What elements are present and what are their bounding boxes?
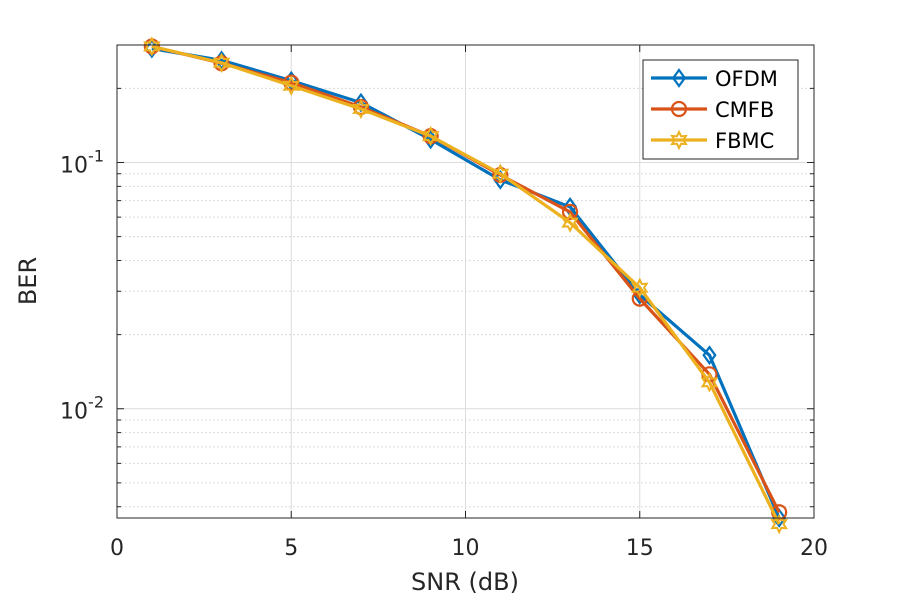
x-tick-label: 5 bbox=[284, 536, 298, 561]
x-tick-label: 15 bbox=[626, 536, 654, 561]
legend-marker-fbmc bbox=[670, 129, 688, 151]
legend-marker-ofdm bbox=[671, 68, 687, 88]
series-line-ofdm bbox=[151, 47, 781, 519]
axis-ticks bbox=[116, 45, 815, 518]
legend-item-cmfb: CMFB bbox=[651, 98, 774, 122]
y-axis-label: BER bbox=[14, 257, 42, 305]
legend-marker-cmfb bbox=[670, 100, 688, 118]
data-point-fbmc bbox=[700, 372, 719, 393]
legend-label-ofdm: OFDM bbox=[715, 67, 778, 91]
y-tick-label: 10-2 bbox=[60, 393, 104, 425]
legend-item-ofdm: OFDM bbox=[651, 67, 778, 91]
data-point-fbmc bbox=[561, 212, 579, 233]
series-fbmc bbox=[142, 36, 789, 535]
x-tick-labels: 0 5 10 15 20 bbox=[110, 536, 828, 561]
data-point-fbmc bbox=[770, 513, 789, 535]
legend-label-fbmc: FBMC bbox=[715, 129, 774, 153]
x-axis-label: SNR (dB) bbox=[411, 568, 519, 596]
legend-label-cmfb: CMFB bbox=[715, 98, 774, 122]
data-point-fbmc bbox=[421, 125, 440, 147]
series-line-fbmc bbox=[151, 44, 781, 525]
legend: OFDM CMFB FBMC bbox=[642, 59, 799, 160]
grid-lines bbox=[116, 45, 815, 518]
x-tick-label: 20 bbox=[800, 536, 828, 561]
x-tick-label: 10 bbox=[452, 536, 480, 561]
series-layer bbox=[142, 36, 789, 535]
data-point-fbmc bbox=[142, 36, 161, 57]
data-point-cmfb bbox=[561, 203, 579, 221]
y-tick-labels: 10-2 10-1 bbox=[60, 146, 104, 424]
data-point-fbmc bbox=[491, 163, 510, 184]
y-tick-label: 10-1 bbox=[60, 146, 104, 178]
data-point-fbmc bbox=[282, 75, 301, 96]
x-tick-label: 0 bbox=[110, 536, 124, 561]
data-point-ofdm bbox=[702, 345, 717, 366]
data-point-fbmc bbox=[630, 277, 649, 298]
legend-item-fbmc: FBMC bbox=[651, 129, 774, 153]
data-point-fbmc bbox=[212, 52, 231, 74]
data-point-fbmc bbox=[352, 98, 370, 120]
